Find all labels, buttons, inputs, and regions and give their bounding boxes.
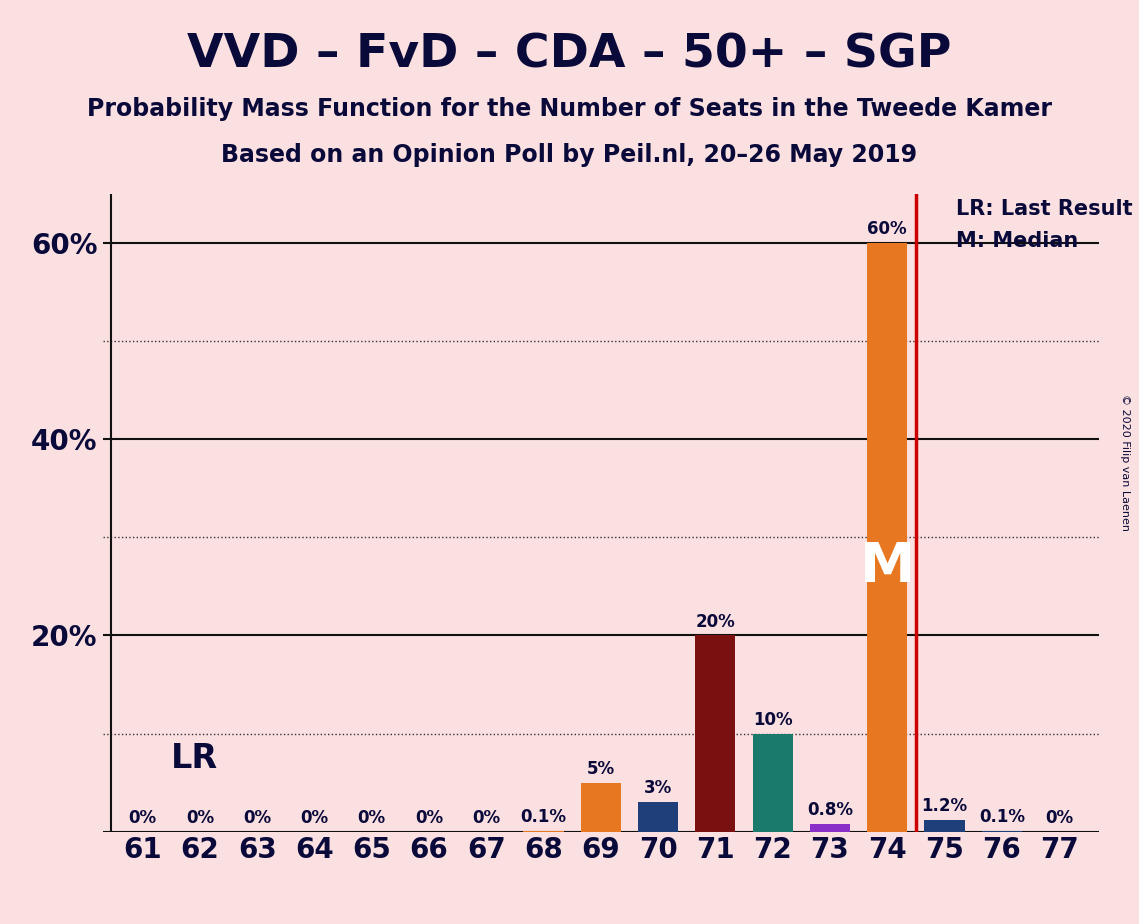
Bar (581, 783, 621, 832)
Text: M: Median: M: Median (956, 231, 1079, 251)
Bar (695, 636, 736, 832)
Text: 0%: 0% (358, 808, 386, 827)
Text: 0%: 0% (129, 808, 157, 827)
Bar (982, 831, 1022, 832)
Bar (925, 820, 965, 832)
Text: 0%: 0% (415, 808, 443, 827)
Text: 5%: 5% (587, 760, 615, 778)
Text: 20%: 20% (696, 613, 736, 630)
Text: 3%: 3% (644, 779, 672, 797)
Text: 0.1%: 0.1% (978, 808, 1025, 826)
Text: 60%: 60% (868, 220, 907, 238)
Text: 10%: 10% (753, 711, 793, 729)
Text: 0%: 0% (473, 808, 500, 827)
Text: © 2020 Filip van Laenen: © 2020 Filip van Laenen (1121, 394, 1130, 530)
Text: VVD – FvD – CDA – 50+ – SGP: VVD – FvD – CDA – 50+ – SGP (187, 32, 952, 78)
Bar (524, 831, 564, 832)
Text: 0%: 0% (243, 808, 271, 827)
Text: 0.8%: 0.8% (806, 801, 853, 819)
Text: LR: LR (171, 742, 219, 774)
Text: M: M (860, 540, 915, 594)
Text: 0%: 0% (1044, 808, 1073, 827)
Bar (867, 243, 908, 832)
Text: 0.1%: 0.1% (521, 808, 566, 826)
Bar (810, 824, 850, 832)
Bar (638, 802, 678, 832)
Text: 1.2%: 1.2% (921, 796, 967, 815)
Text: 0%: 0% (301, 808, 328, 827)
Text: Based on an Opinion Poll by Peil.nl, 20–26 May 2019: Based on an Opinion Poll by Peil.nl, 20–… (221, 143, 918, 167)
Text: LR: Last Result: LR: Last Result (956, 199, 1132, 219)
Text: Probability Mass Function for the Number of Seats in the Tweede Kamer: Probability Mass Function for the Number… (87, 97, 1052, 121)
Text: 0%: 0% (186, 808, 214, 827)
Bar (753, 734, 793, 832)
